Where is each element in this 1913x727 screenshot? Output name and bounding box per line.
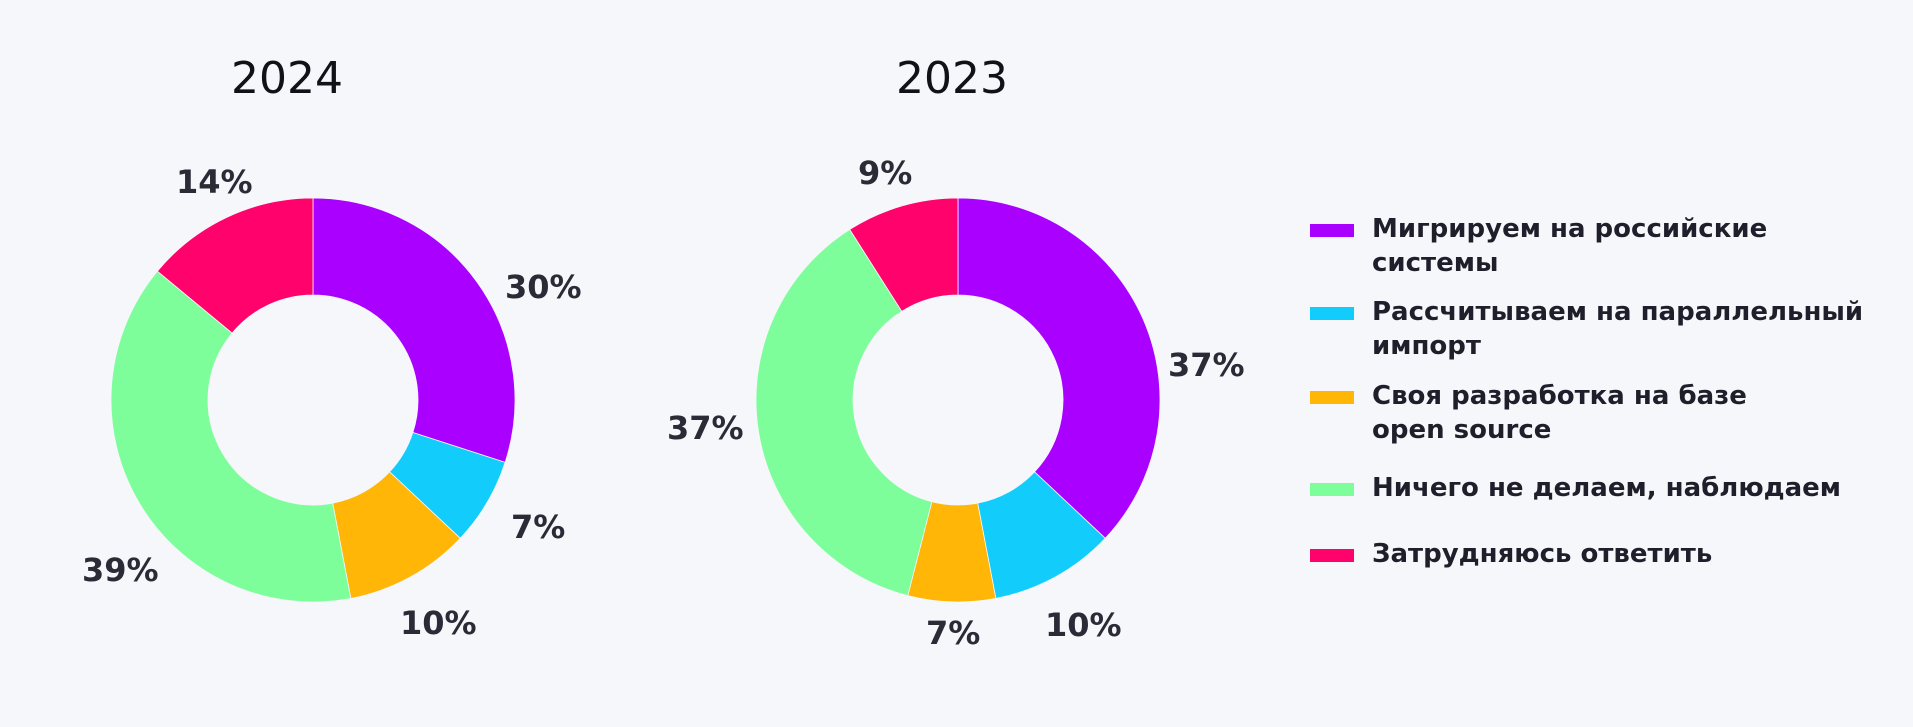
legend-label-migrate: Мигрируем на российские системы xyxy=(1372,214,1768,278)
data-label-2024-3: 39% xyxy=(82,551,159,589)
data-label-2024-1: 7% xyxy=(511,508,565,546)
data-label-2023-4: 9% xyxy=(858,154,912,192)
data-label-2023-3: 37% xyxy=(667,409,744,447)
data-label-2023-2: 7% xyxy=(926,614,980,652)
legend-swatch-parallel-import xyxy=(1310,307,1354,320)
donut-slice-2024-hard-to-say xyxy=(156,197,314,334)
donut-slice-2023-migrate xyxy=(957,197,1161,539)
data-label-2024-4: 14% xyxy=(176,163,253,201)
legend-swatch-hard-to-say xyxy=(1310,549,1354,562)
donut-slice-2024-nothing xyxy=(110,270,352,603)
legend-swatch-open-source xyxy=(1310,391,1354,404)
legend-item-parallel-import: Рассчитываем на параллельный импорт xyxy=(1310,295,1863,363)
legend-label-open-source: Своя разработка на базе open source xyxy=(1372,381,1747,445)
chart-title-2024: 2024 xyxy=(231,53,343,104)
legend-item-open-source: Своя разработка на базе open source xyxy=(1310,379,1747,447)
chart-title-2023: 2023 xyxy=(896,53,1008,104)
donut-slice-2024-migrate xyxy=(312,197,516,463)
legend-label-parallel-import: Рассчитываем на параллельный импорт xyxy=(1372,297,1864,361)
legend-label-nothing: Ничего не делаем, наблюдаем xyxy=(1372,473,1842,503)
donut-slice-2023-hard-to-say xyxy=(849,197,959,312)
data-label-2023-0: 37% xyxy=(1168,346,1245,384)
legend-item-nothing: Ничего не делаем, наблюдаем xyxy=(1310,471,1841,505)
legend-item-hard-to-say: Затрудняюсь ответить xyxy=(1310,537,1712,571)
legend-swatch-migrate xyxy=(1310,224,1354,237)
data-label-2024-0: 30% xyxy=(505,268,582,306)
donut-chart-2023: 2023 37% 10% 7% 37% 9% xyxy=(667,53,1245,652)
legend-swatch-nothing xyxy=(1310,483,1354,496)
data-label-2023-1: 10% xyxy=(1045,606,1122,644)
data-label-2024-2: 10% xyxy=(400,604,477,642)
legend-label-hard-to-say: Затрудняюсь ответить xyxy=(1372,539,1713,569)
donut-chart-2024: 2024 30% 7% 10% 39% 14% xyxy=(82,53,582,642)
legend-item-migrate: Мигрируем на российские системы xyxy=(1310,212,1767,280)
donut-slice-2023-nothing xyxy=(755,228,933,597)
